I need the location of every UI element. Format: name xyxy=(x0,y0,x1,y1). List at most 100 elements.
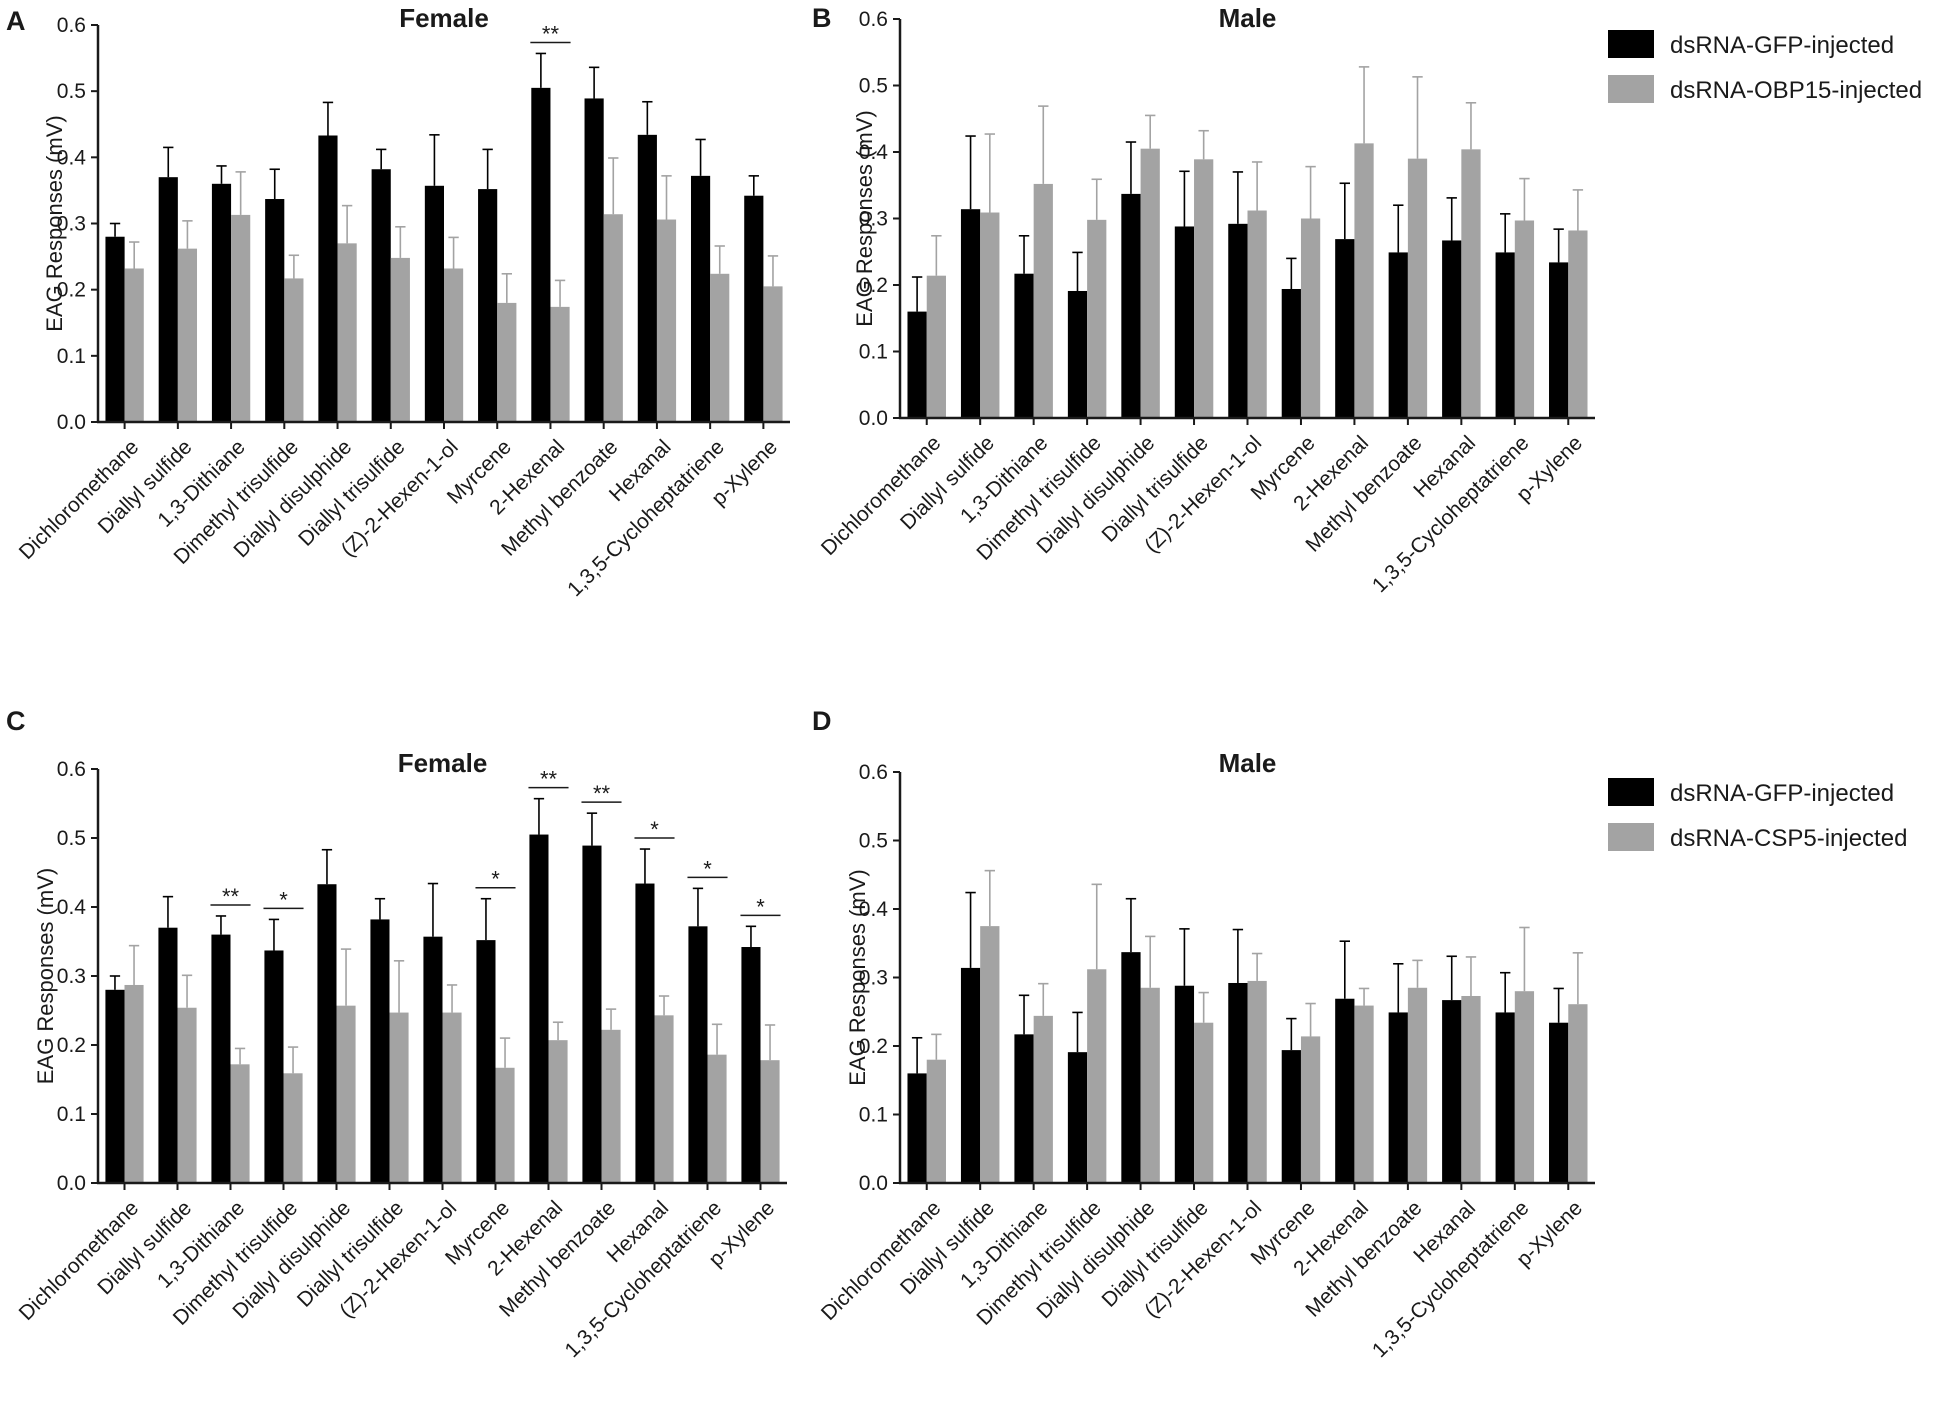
legend-label-d-1: dsRNA-CSP5-injected xyxy=(1670,825,1907,852)
bar-d-s1-11 xyxy=(1514,991,1535,1183)
y-tick-label-b: 0.4 xyxy=(859,141,889,164)
bar-c-s1-12 xyxy=(760,1060,780,1183)
bar-a-s1-12 xyxy=(763,286,783,422)
y-tick-label-d: 0.1 xyxy=(859,1104,888,1127)
bar-c-s0-5 xyxy=(370,919,390,1183)
bar-c-s0-7 xyxy=(476,940,496,1183)
bar-c-s0-11 xyxy=(688,926,708,1183)
bar-c-s0-12 xyxy=(741,947,761,1183)
bar-d-s1-1 xyxy=(980,926,1000,1183)
bar-d-s0-12 xyxy=(1549,1022,1569,1183)
bar-a-s1-3 xyxy=(284,278,304,422)
bar-c-s1-7 xyxy=(495,1067,515,1183)
y-tick-label-c: 0.3 xyxy=(57,965,86,988)
y-axis-label-d: EAG Responses (mV) xyxy=(845,869,870,1085)
bar-b-s1-10 xyxy=(1461,149,1481,418)
bar-a-s0-7 xyxy=(478,189,498,422)
bar-c-s1-5 xyxy=(389,1012,409,1183)
panel-letter-a: A xyxy=(6,6,26,36)
bar-c-s1-0 xyxy=(124,984,144,1183)
bar-c-s1-9 xyxy=(601,1029,621,1183)
bar-b-s0-4 xyxy=(1121,193,1141,418)
y-tick-label-d: 0.2 xyxy=(859,1035,888,1058)
bar-a-s1-9 xyxy=(603,214,623,422)
legend-label-b-1: dsRNA-OBP15-injected xyxy=(1670,77,1922,104)
bar-b-s0-2 xyxy=(1014,273,1034,418)
chart-title-c: Female xyxy=(398,748,488,778)
bar-a-s1-0 xyxy=(124,268,144,422)
bar-a-s0-9 xyxy=(584,98,604,422)
bar-d-s0-7 xyxy=(1281,1050,1301,1183)
bar-c-s0-4 xyxy=(317,884,337,1183)
significance-label-c-7: * xyxy=(491,867,500,892)
bar-d-s0-5 xyxy=(1174,985,1195,1183)
bar-b-s1-7 xyxy=(1300,218,1321,418)
bar-b-s1-2 xyxy=(1033,183,1053,418)
y-tick-label-c: 0.4 xyxy=(57,896,87,919)
bar-b-s0-9 xyxy=(1388,252,1408,418)
bar-c-s0-9 xyxy=(582,845,602,1183)
y-tick-label-b: 0.5 xyxy=(859,75,888,98)
y-axis-label-a: EAG Responses (mV) xyxy=(42,115,67,331)
y-tick-label-d: 0.0 xyxy=(859,1172,888,1195)
panel-letter-d: D xyxy=(812,706,832,736)
bar-d-s0-10 xyxy=(1442,1000,1462,1183)
bar-d-s1-0 xyxy=(926,1059,946,1183)
bar-d-s0-0 xyxy=(907,1073,927,1183)
bar-a-s0-3 xyxy=(265,199,285,422)
bar-a-s1-2 xyxy=(231,214,251,422)
bar-a-s0-5 xyxy=(371,169,391,422)
bar-c-s0-10 xyxy=(635,883,655,1183)
bar-d-s0-4 xyxy=(1121,952,1141,1183)
bar-d-s1-12 xyxy=(1568,1004,1588,1183)
y-tick-label-a: 0.1 xyxy=(57,345,86,368)
bar-b-s0-12 xyxy=(1549,262,1569,418)
bar-c-s1-11 xyxy=(707,1054,727,1183)
bar-a-s1-4 xyxy=(337,243,357,422)
bar-a-s1-5 xyxy=(390,257,410,422)
legend-swatch-b-1 xyxy=(1608,75,1654,103)
bar-c-s1-1 xyxy=(177,1007,197,1183)
bar-d-s1-5 xyxy=(1194,1022,1214,1183)
significance-label-c-9: ** xyxy=(593,781,611,806)
legend-label-b-0: dsRNA-GFP-injected xyxy=(1670,32,1894,59)
bar-b-s1-1 xyxy=(980,212,1000,418)
y-axis-label-c: EAG Responses (mV) xyxy=(33,868,58,1084)
bar-d-s1-4 xyxy=(1140,987,1160,1183)
bar-c-s0-0 xyxy=(105,989,125,1183)
y-tick-label-a: 0.2 xyxy=(57,279,86,302)
bar-b-s0-11 xyxy=(1495,252,1515,418)
bar-c-s0-8 xyxy=(529,834,549,1183)
bar-a-s0-1 xyxy=(158,177,178,422)
bar-a-s1-11 xyxy=(710,273,730,422)
bar-c-s1-8 xyxy=(548,1040,568,1183)
bar-b-s0-3 xyxy=(1067,290,1088,418)
y-tick-label-d: 0.6 xyxy=(859,761,888,784)
bar-b-s1-5 xyxy=(1194,159,1214,418)
bar-b-s0-10 xyxy=(1442,240,1462,418)
bar-d-s1-6 xyxy=(1247,980,1267,1183)
panel-letter-b: B xyxy=(812,3,832,33)
bar-d-s0-6 xyxy=(1228,982,1248,1183)
bar-d-s0-2 xyxy=(1014,1034,1034,1183)
bar-b-s1-0 xyxy=(926,275,946,418)
bar-d-s0-1 xyxy=(960,967,981,1183)
significance-label-c-8: ** xyxy=(540,767,558,792)
significance-label-a-8: ** xyxy=(542,21,560,46)
chart-title-b: Male xyxy=(1219,3,1277,33)
bar-b-s1-4 xyxy=(1140,148,1160,419)
bar-c-s1-10 xyxy=(654,1015,674,1183)
bar-d-s1-3 xyxy=(1087,969,1107,1183)
y-tick-label-d: 0.5 xyxy=(859,830,888,853)
y-tick-label-b: 0.1 xyxy=(859,341,888,364)
bar-a-s1-8 xyxy=(550,306,570,422)
y-axis-label-b: EAG Responses (mV) xyxy=(852,110,877,326)
bar-b-s1-8 xyxy=(1354,143,1374,419)
y-tick-label-a: 0.5 xyxy=(57,80,86,103)
bar-a-s0-0 xyxy=(105,236,125,422)
bar-d-s1-8 xyxy=(1354,1005,1374,1183)
y-tick-label-a: 0.0 xyxy=(57,411,86,434)
y-tick-label-b: 0.6 xyxy=(859,8,888,31)
bar-b-s1-11 xyxy=(1514,220,1535,418)
